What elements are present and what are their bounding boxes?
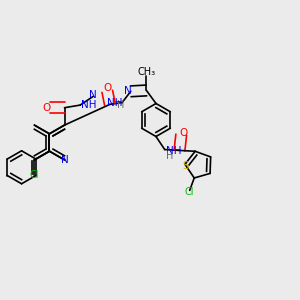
Text: N: N (124, 86, 132, 96)
Text: Cl: Cl (30, 170, 39, 180)
Text: Cl: Cl (185, 187, 194, 197)
Text: NH: NH (166, 146, 182, 156)
Text: NH: NH (81, 100, 97, 110)
Text: N: N (61, 155, 68, 165)
Text: O: O (104, 83, 112, 93)
Text: O: O (43, 103, 51, 113)
Text: S: S (182, 161, 189, 171)
Text: O: O (179, 128, 188, 138)
Text: H: H (166, 151, 173, 161)
Text: N: N (89, 90, 97, 100)
Text: CH₃: CH₃ (137, 67, 155, 77)
Text: NH: NH (106, 98, 122, 108)
Text: H: H (118, 100, 125, 110)
